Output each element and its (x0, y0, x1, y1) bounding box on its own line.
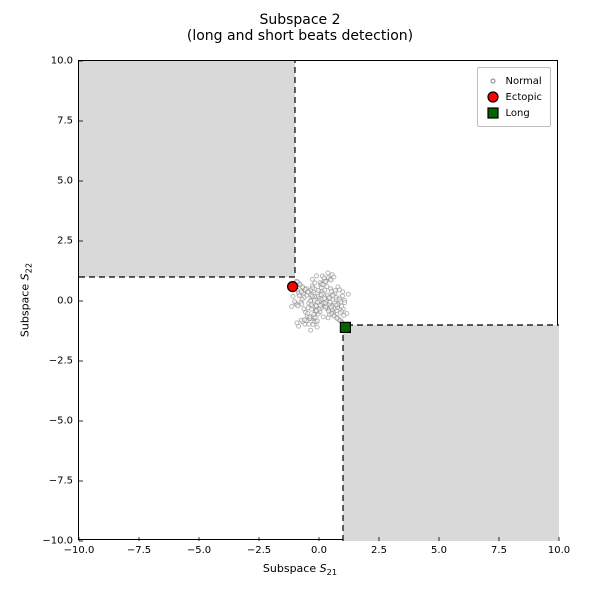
point (296, 304, 300, 308)
series-long (340, 322, 350, 332)
legend: Normal Ectopic Long (477, 67, 551, 127)
legend-label: Normal (506, 76, 542, 87)
point (322, 297, 326, 301)
point (313, 316, 317, 320)
x-tick-label: −7.5 (127, 545, 151, 556)
point (340, 322, 350, 332)
x-tick-label: 5.0 (431, 545, 447, 556)
point (337, 298, 341, 302)
y-tick-label: 7.5 (57, 116, 73, 127)
point (338, 311, 342, 315)
x-axis-label: Subspace S21 (0, 562, 600, 577)
point (316, 288, 320, 292)
point (290, 305, 294, 309)
y-tick-label: −7.5 (49, 476, 73, 487)
point (326, 271, 330, 275)
series-ectopic (288, 282, 298, 292)
point (311, 323, 315, 327)
y-axis-label: Subspace S22 (18, 263, 33, 337)
point (333, 288, 337, 292)
x-tick-label: −10.0 (64, 545, 95, 556)
point (288, 282, 298, 292)
y-tick-label: 0.0 (57, 296, 73, 307)
point (324, 305, 328, 309)
y-tick-label: 2.5 (57, 236, 73, 247)
legend-swatch (486, 74, 500, 88)
y-tick-label: 10.0 (51, 56, 73, 67)
y-tick-label: −5.0 (49, 416, 73, 427)
y-tick-label: 5.0 (57, 176, 73, 187)
x-tick-label: 2.5 (371, 545, 387, 556)
point (341, 294, 345, 298)
point (302, 307, 306, 311)
shaded-region (343, 325, 559, 541)
point (299, 290, 303, 294)
y-tick-label: −2.5 (49, 356, 73, 367)
chart-title: Subspace 2 (long and short beats detecti… (0, 12, 600, 44)
x-tick-label: −2.5 (247, 545, 271, 556)
point (336, 285, 340, 289)
point (303, 318, 307, 322)
point (327, 296, 331, 300)
point (309, 299, 313, 303)
point (326, 316, 330, 320)
legend-label: Long (506, 108, 530, 119)
point (307, 322, 311, 326)
point (315, 325, 319, 329)
legend-swatch (486, 106, 500, 120)
point (310, 307, 314, 311)
legend-swatch (486, 90, 500, 104)
y-tick-label: −10.0 (42, 536, 73, 547)
point (334, 303, 338, 307)
point (315, 274, 319, 278)
figure: Subspace 2 (long and short beats detecti… (0, 0, 600, 600)
point (308, 315, 312, 319)
point (295, 321, 299, 325)
x-tick-label: 10.0 (548, 545, 570, 556)
point (343, 301, 347, 305)
legend-item: Ectopic (486, 89, 542, 105)
point (329, 305, 333, 309)
point (291, 294, 295, 298)
point (311, 277, 315, 281)
point (309, 328, 313, 332)
legend-item: Normal (486, 73, 542, 89)
point (310, 294, 314, 298)
point (346, 292, 350, 296)
shaded-region (79, 61, 295, 277)
point (311, 286, 315, 290)
point (323, 301, 327, 305)
x-tick-label: 0.0 (311, 545, 327, 556)
x-tick-label: −5.0 (187, 545, 211, 556)
x-tick-label: 7.5 (491, 545, 507, 556)
legend-item: Long (486, 105, 542, 121)
point (293, 299, 297, 303)
point (325, 285, 329, 289)
point (341, 290, 345, 294)
point (321, 282, 325, 286)
point (329, 278, 333, 282)
point (319, 293, 323, 297)
legend-label: Ectopic (506, 92, 542, 103)
point (340, 304, 344, 308)
plot-area (79, 61, 557, 539)
point (321, 315, 325, 319)
point (314, 309, 318, 313)
axes: NormalEctopicLong −10.0−7.5−5.0−2.50.02.… (78, 60, 558, 540)
point (297, 294, 301, 298)
